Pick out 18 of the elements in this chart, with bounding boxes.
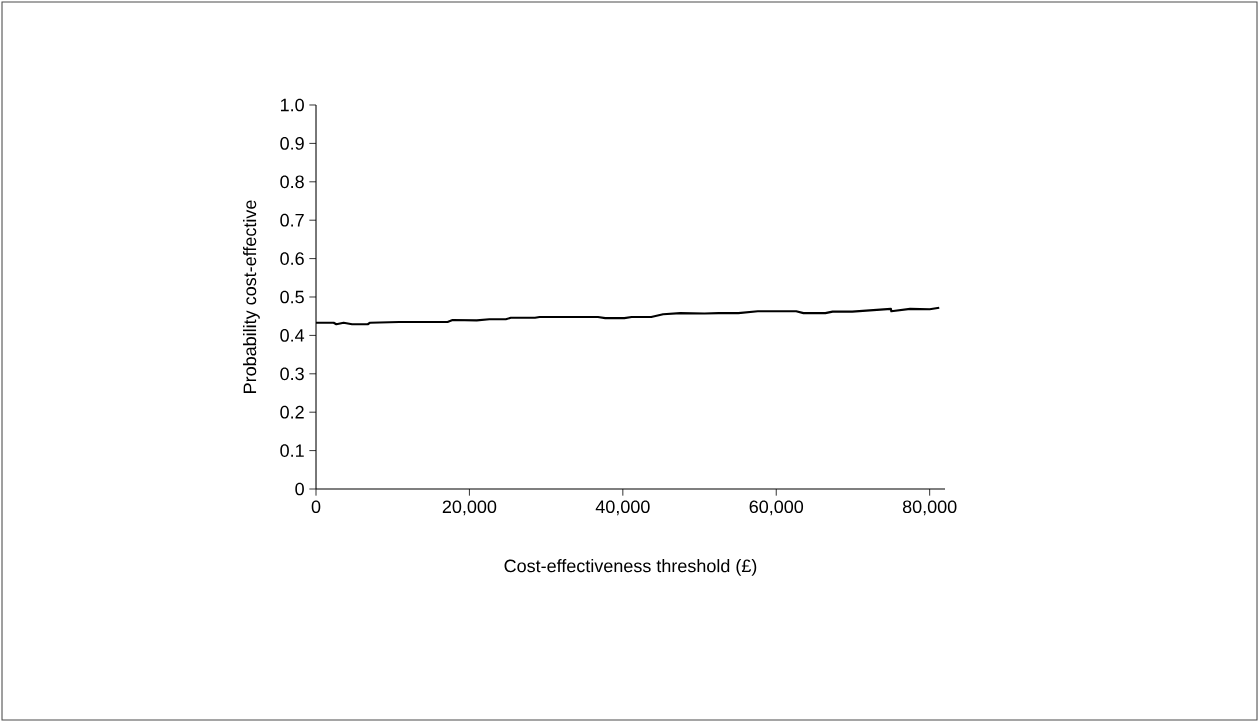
x-tick-label: 40,000 <box>595 500 650 516</box>
y-tick-label: 0 <box>295 482 304 496</box>
x-tick-label: 80,000 <box>902 500 957 516</box>
y-tick-label: 0.3 <box>280 367 304 381</box>
y-tick-label: 0.6 <box>280 252 304 265</box>
x-tick-label: 20,000 <box>442 500 497 516</box>
y-tick-label: 0.9 <box>280 137 304 150</box>
x-tick-label: 0 <box>311 500 321 514</box>
y-tick-label: 0.2 <box>280 405 304 419</box>
x-axis-title: Cost-effectiveness threshold (£) <box>504 559 757 576</box>
y-axis-title: Probability cost-effective <box>243 200 260 393</box>
x-tick-label: 60,000 <box>749 500 804 516</box>
y-tick-label: 0.4 <box>280 329 305 342</box>
y-tick-label: 0.8 <box>280 175 304 189</box>
y-tick-label: 1.0 <box>280 98 304 112</box>
y-tick-label: 0.7 <box>280 213 304 227</box>
y-tick-label: 0.5 <box>280 290 304 304</box>
y-tick-label: 0.1 <box>280 444 304 457</box>
